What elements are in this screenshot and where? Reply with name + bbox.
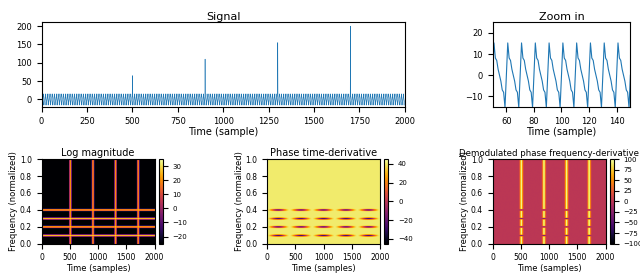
Title: Demodulated phase frequency-derivative: Demodulated phase frequency-derivative <box>459 150 639 158</box>
Y-axis label: Frequency (normalized): Frequency (normalized) <box>460 151 469 251</box>
Title: Phase time-derivative: Phase time-derivative <box>270 148 377 158</box>
X-axis label: Time (samples): Time (samples) <box>291 264 356 273</box>
Title: Zoom in: Zoom in <box>539 12 584 22</box>
X-axis label: Time (sample): Time (sample) <box>526 127 596 137</box>
Title: Log magnitude: Log magnitude <box>61 148 135 158</box>
X-axis label: Time (samples): Time (samples) <box>516 264 581 273</box>
X-axis label: Time (sample): Time (sample) <box>188 127 259 137</box>
Y-axis label: Frequency (normalized): Frequency (normalized) <box>235 151 244 251</box>
X-axis label: Time (samples): Time (samples) <box>66 264 131 273</box>
Title: Signal: Signal <box>206 12 241 22</box>
Y-axis label: Frequency (normalized): Frequency (normalized) <box>10 151 19 251</box>
